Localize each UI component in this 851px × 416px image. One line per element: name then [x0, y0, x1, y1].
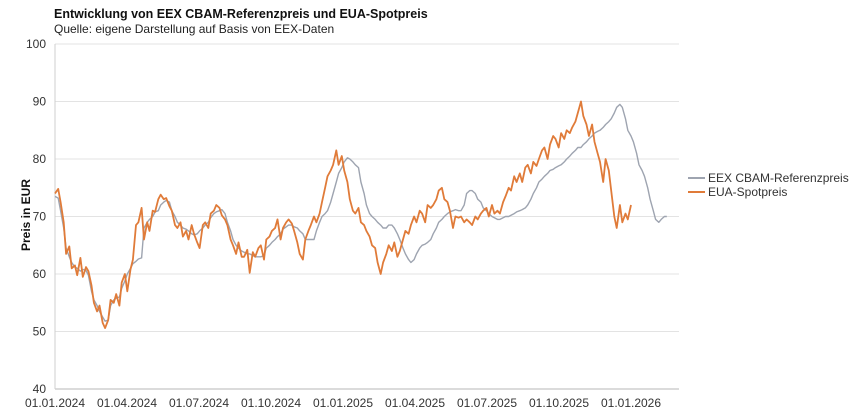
legend-item-eua: EUA-Spotpreis	[688, 185, 849, 199]
y-tick-label: 100	[26, 37, 46, 51]
y-tick-label: 70	[33, 210, 47, 224]
x-tick-label: 01.10.2025	[529, 396, 589, 410]
legend-label-eua: EUA-Spotpreis	[708, 185, 788, 199]
x-tick-label: 01.10.2024	[241, 396, 301, 410]
y-tick-label: 50	[33, 325, 47, 339]
gridlines	[55, 43, 679, 390]
y-axis-ticks: 40 50 60 70 80 90 100	[26, 37, 46, 396]
chart-title: Entwicklung von EEX CBAM-Referenzpreis u…	[54, 7, 428, 21]
legend-item-cbam: EEX CBAM-Referenzpreis	[688, 171, 849, 185]
y-tick-label: 90	[33, 95, 47, 109]
x-tick-label: 01.01.2026	[601, 396, 661, 410]
x-tick-label: 01.04.2024	[97, 396, 157, 410]
chart-subtitle: Quelle: eigene Darstellung auf Basis von…	[54, 22, 335, 36]
legend-swatch-eua	[688, 191, 705, 193]
cbam-reference-line	[54, 103, 667, 322]
legend: EEX CBAM-Referenzpreis EUA-Spotpreis	[688, 171, 849, 199]
x-tick-label: 01.07.2025	[457, 396, 517, 410]
eua-spot-line	[54, 100, 632, 330]
y-tick-label: 80	[33, 152, 47, 166]
y-tick-label: 40	[33, 382, 47, 396]
x-tick-label: 01.01.2024	[25, 396, 85, 410]
y-tick-label: 60	[33, 267, 47, 281]
legend-label-cbam: EEX CBAM-Referenzpreis	[708, 171, 849, 185]
x-tick-label: 01.01.2025	[313, 396, 373, 410]
x-tick-label: 01.04.2025	[385, 396, 445, 410]
x-axis-ticks: 01.01.2024 01.04.2024 01.07.2024 01.10.2024…	[25, 396, 661, 410]
series-lines	[54, 100, 667, 330]
x-tick-label: 01.07.2024	[169, 396, 229, 410]
legend-swatch-cbam	[688, 177, 705, 179]
